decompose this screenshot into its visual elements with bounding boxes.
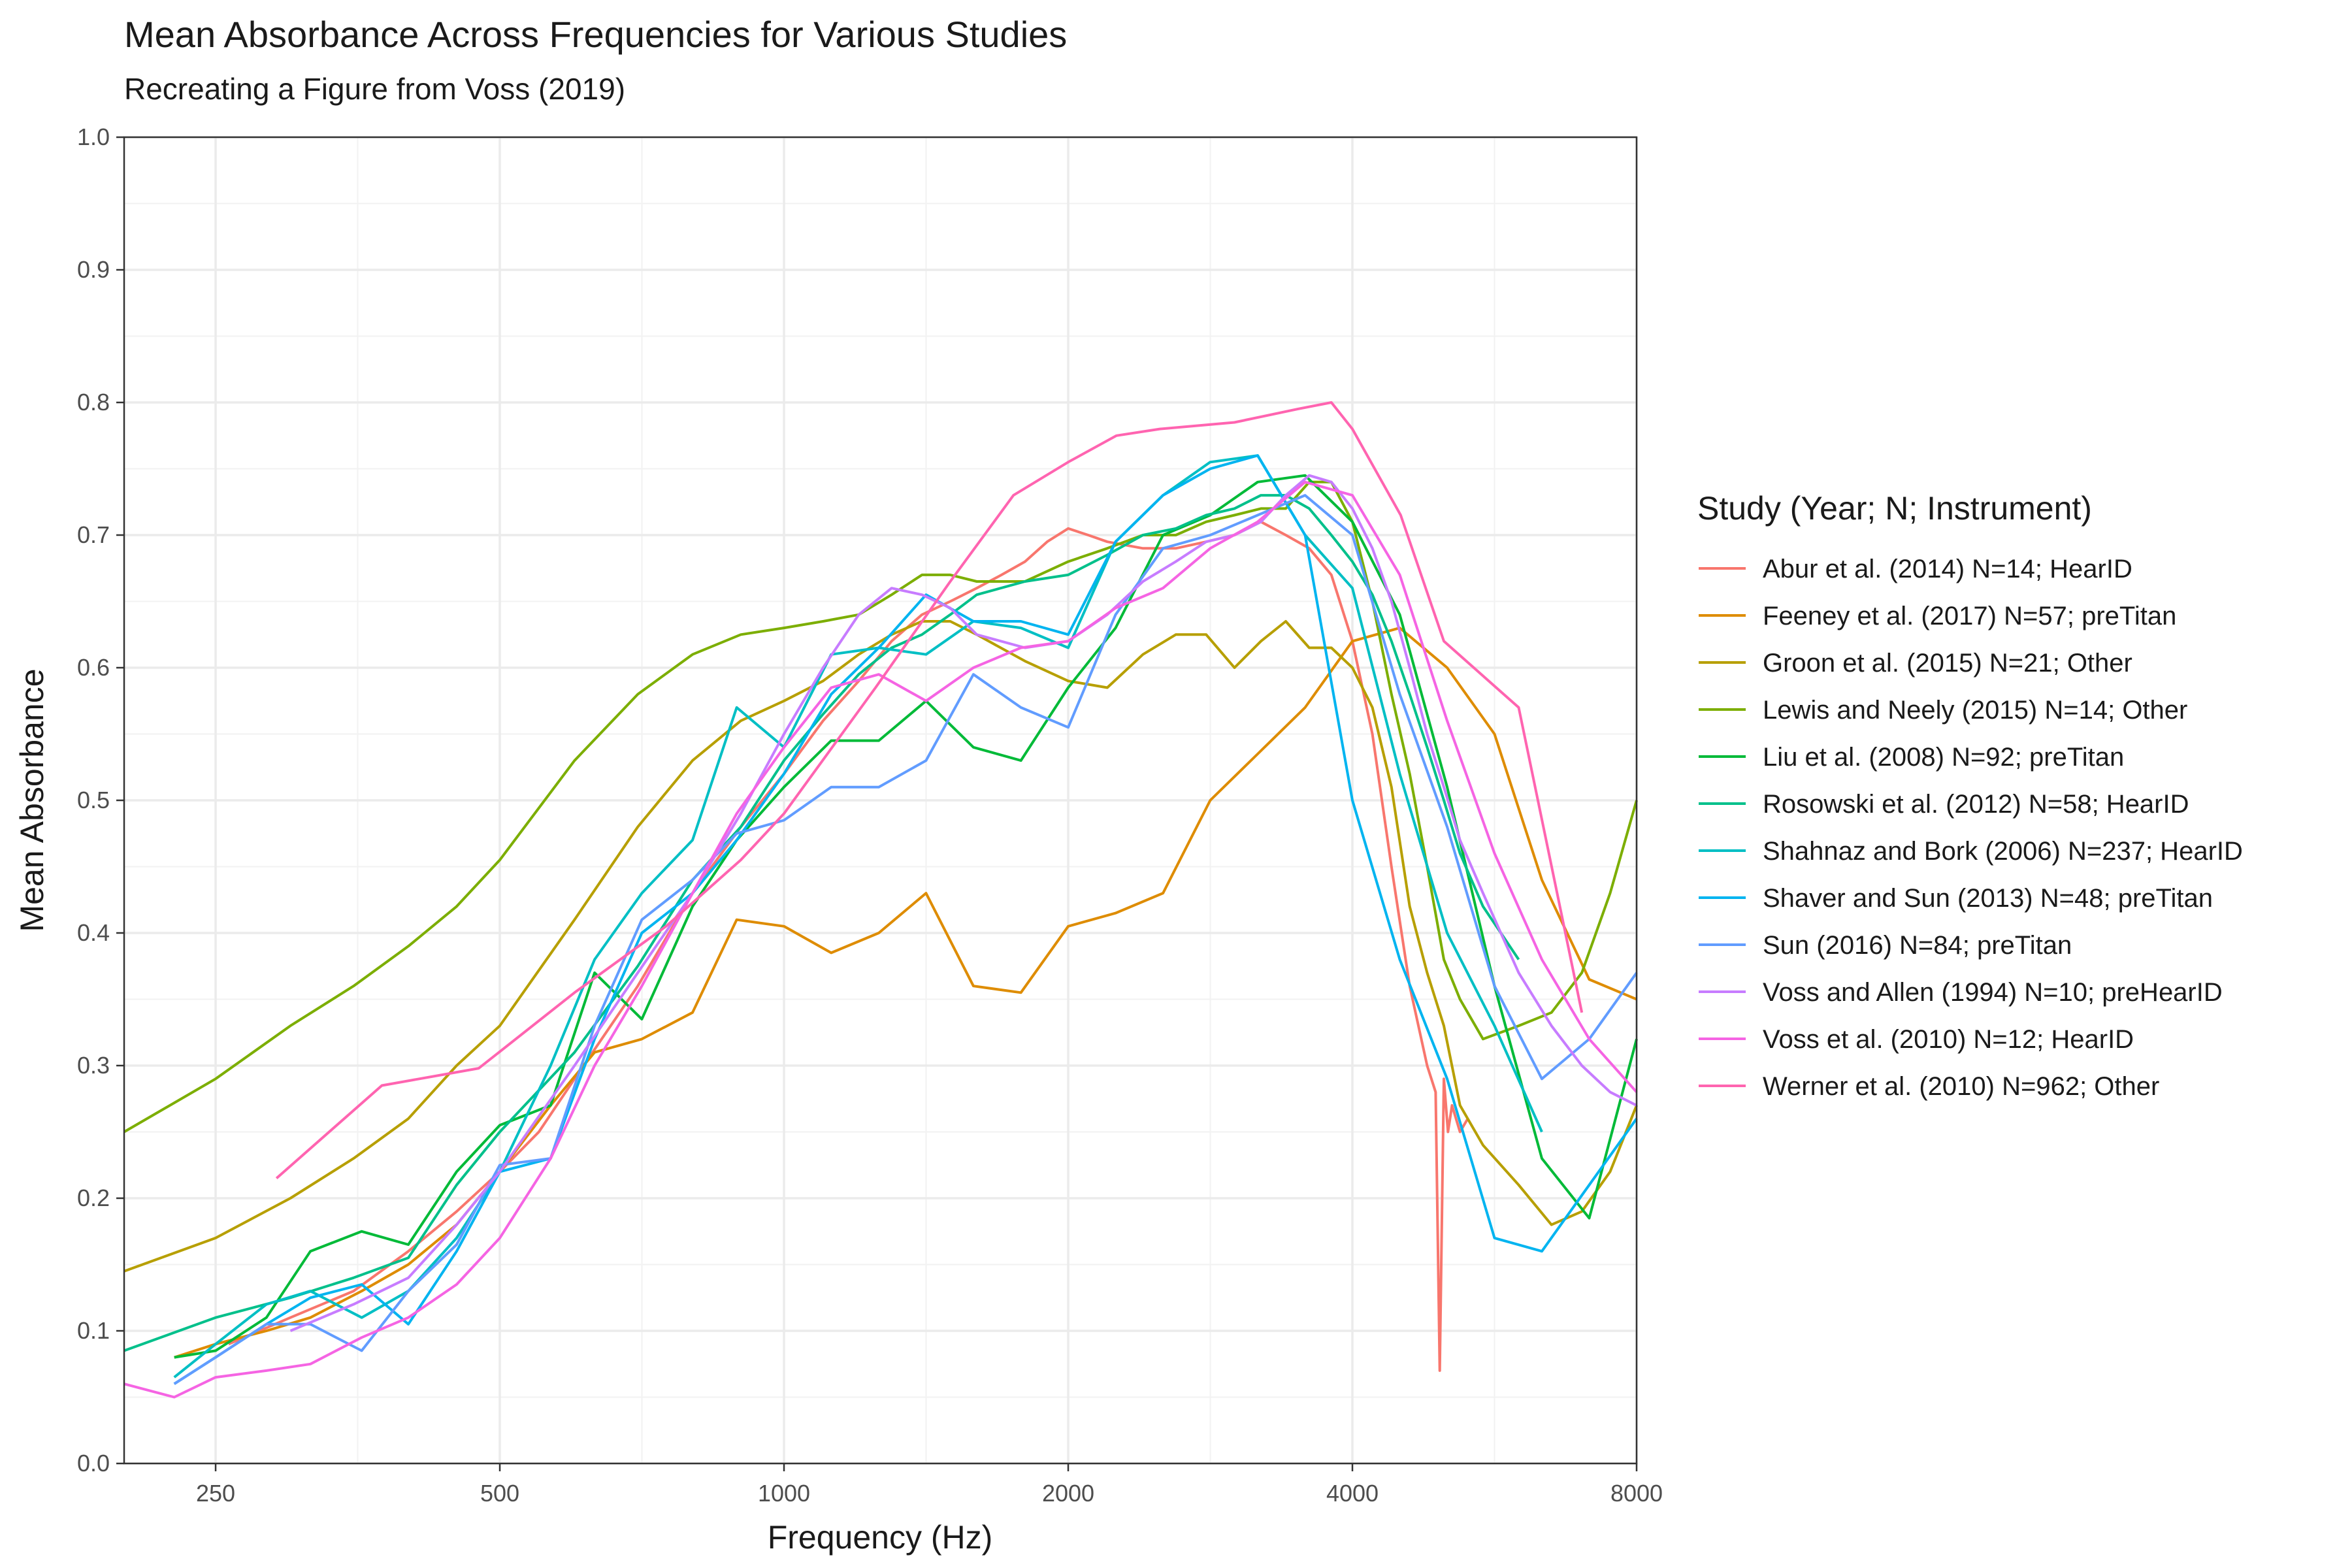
series-layer (123, 401, 1638, 1399)
legend-item: Voss et al. (2010) N=12; HearID (1699, 1025, 2134, 1054)
legend-label: Abur et al. (2014) N=14; HearID (1763, 555, 2132, 583)
x-axis: 250 500 1000 2000 4000 8000 (196, 1463, 1663, 1507)
x-tick-label: 4000 (1326, 1480, 1379, 1507)
legend-label: Liu et al. (2008) N=92; preTitan (1763, 743, 2124, 772)
x-tick-label: 1000 (758, 1480, 810, 1507)
y-axis: 0.0 0.1 0.2 0.3 0.4 0.5 0.6 0.7 0.8 0.9 1.0 (77, 123, 124, 1477)
chart-title: Mean Absorbance Across Frequencies for V… (124, 14, 1067, 55)
legend-label: Shahnaz and Bork (2006) N=237; HearID (1763, 837, 2243, 866)
legend-label: Voss et al. (2010) N=12; HearID (1763, 1025, 2134, 1054)
y-axis-label: Mean Absorbance (14, 668, 50, 932)
legend-label: Voss and Allen (1994) N=10; preHearID (1763, 978, 2223, 1007)
y-tick-label: 0.9 (77, 256, 110, 283)
legend-item: Groon et al. (2015) N=21; Other (1699, 649, 2132, 678)
y-tick-label: 0.8 (77, 389, 110, 416)
series-line-11 (123, 480, 1638, 1399)
legend-item: Shahnaz and Bork (2006) N=237; HearID (1699, 837, 2243, 866)
series-line-6 (123, 494, 1520, 1352)
y-tick-label: 0.6 (77, 654, 110, 681)
series-line-2 (174, 627, 1637, 1359)
y-tick-label: 0.0 (77, 1450, 110, 1477)
series-line-9 (173, 494, 1638, 1385)
y-tick-label: 0.3 (77, 1052, 110, 1079)
legend: Study (Year; N; Instrument) Abur et al. … (1697, 490, 2243, 1101)
x-tick-label: 8000 (1610, 1480, 1663, 1507)
y-tick-label: 1.0 (77, 123, 110, 150)
legend-item: Voss and Allen (1994) N=10; preHearID (1699, 978, 2223, 1007)
y-tick-label: 0.4 (77, 919, 110, 946)
grid (124, 136, 1638, 1465)
plot-panel (123, 136, 1638, 1465)
legend-label: Shaver and Sun (2013) N=48; preTitan (1763, 884, 2213, 913)
legend-item: Liu et al. (2008) N=92; preTitan (1699, 743, 2124, 772)
y-tick-label: 0.1 (77, 1317, 110, 1344)
x-tick-label: 500 (480, 1480, 519, 1507)
legend-label: Lewis and Neely (2015) N=14; Other (1763, 696, 2187, 725)
series-line-12 (275, 401, 1584, 1180)
legend-label: Groon et al. (2015) N=21; Other (1763, 649, 2132, 678)
x-axis-label: Frequency (Hz) (768, 1519, 993, 1556)
legend-title: Study (Year; N; Instrument) (1697, 490, 2092, 527)
y-tick-label: 0.2 (77, 1184, 110, 1211)
legend-label: Sun (2016) N=84; preTitan (1763, 931, 2072, 960)
legend-item: Abur et al. (2014) N=14; HearID (1699, 555, 2132, 583)
series-line-7 (173, 454, 1543, 1379)
legend-label: Feeney et al. (2017) N=57; preTitan (1763, 602, 2176, 630)
series-line-10 (289, 474, 1637, 1332)
x-tick-label: 250 (196, 1480, 235, 1507)
legend-item: Sun (2016) N=84; preTitan (1699, 931, 2072, 960)
legend-item: Lewis and Neely (2015) N=14; Other (1699, 696, 2187, 725)
series-line-4 (123, 480, 1638, 1134)
legend-item: Werner et al. (2010) N=962; Other (1699, 1072, 2159, 1101)
y-tick-label: 0.5 (77, 787, 110, 813)
legend-label: Rosowski et al. (2012) N=58; HearID (1763, 790, 2189, 819)
legend-item: Shaver and Sun (2013) N=48; preTitan (1699, 884, 2213, 913)
y-tick-label: 0.7 (77, 521, 110, 548)
legend-label: Werner et al. (2010) N=962; Other (1763, 1072, 2159, 1101)
legend-items: Abur et al. (2014) N=14; HearID Feeney et… (1699, 555, 2243, 1101)
chart-subtitle: Recreating a Figure from Voss (2019) (124, 72, 625, 106)
legend-item: Feeney et al. (2017) N=57; preTitan (1699, 602, 2176, 630)
x-tick-label: 2000 (1042, 1480, 1094, 1507)
legend-item: Rosowski et al. (2012) N=58; HearID (1699, 790, 2189, 819)
series-line-3 (123, 620, 1638, 1273)
